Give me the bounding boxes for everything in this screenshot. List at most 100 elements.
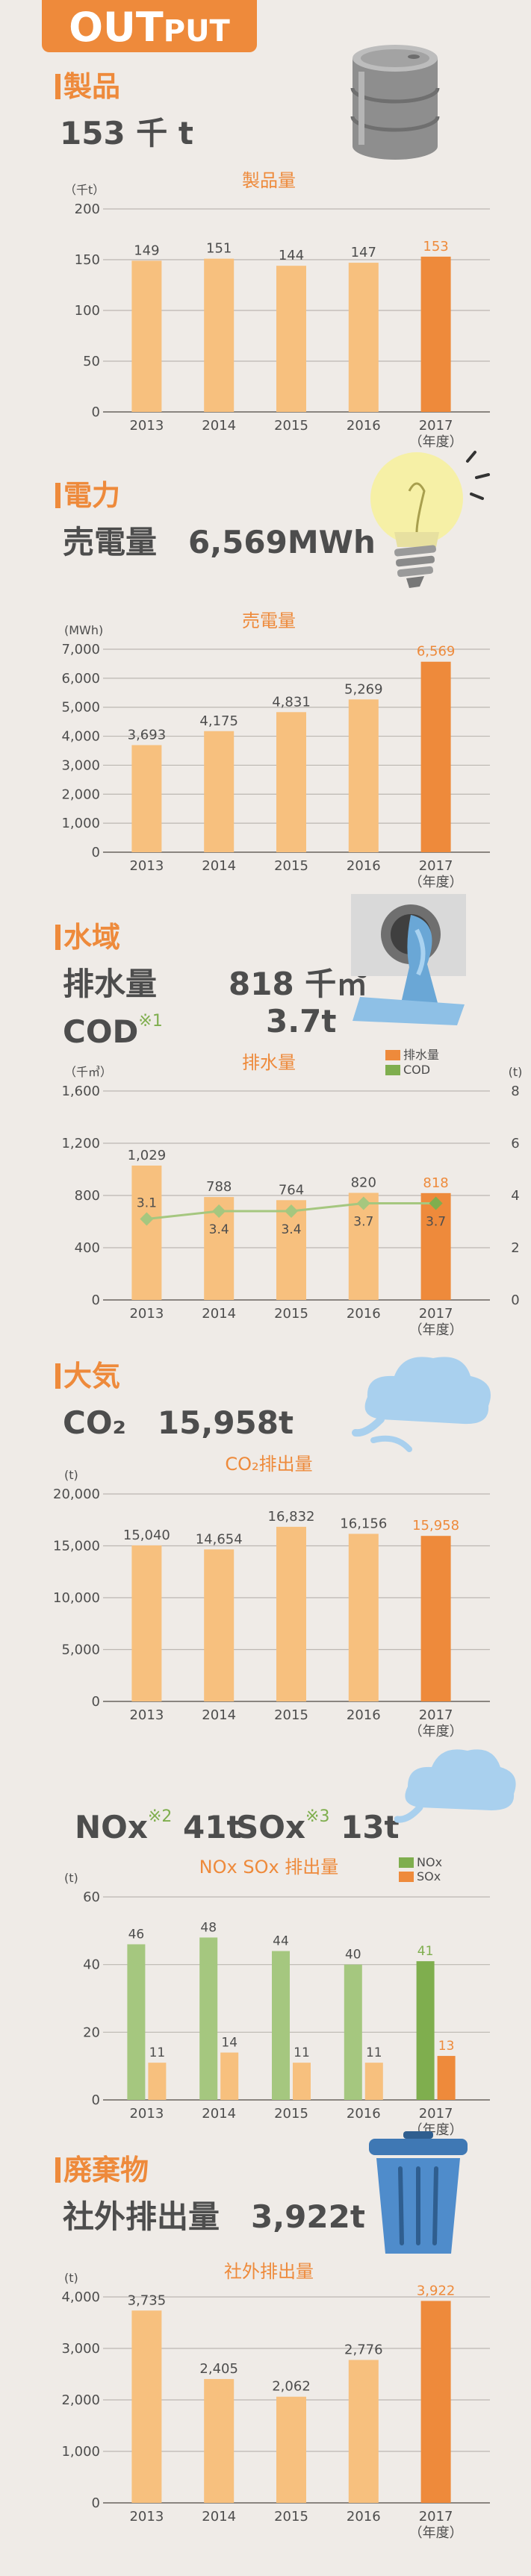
chart-title: 社外排出量 — [224, 2261, 314, 2282]
bar — [131, 1165, 162, 1300]
oil-drum-icon — [350, 45, 440, 160]
line-point — [356, 1196, 370, 1210]
waste-chart: 社外排出量 (t) 0 1,000 2,000 3,000 4,000 2013 2014 201… — [61, 2261, 490, 2541]
bar — [131, 260, 162, 412]
y2-tick-label: 6 — [511, 1136, 519, 1151]
bar — [276, 266, 306, 412]
data-label: 11 — [294, 2045, 310, 2060]
y-tick-label: 3,000 — [61, 2341, 100, 2357]
bar — [204, 731, 235, 852]
x-tick-label: 2016 — [347, 2106, 381, 2122]
x-tick-label: 2015 — [274, 2106, 308, 2122]
y-tick-label: 0 — [92, 845, 100, 860]
line-point — [429, 1196, 443, 1210]
products-summary-value: 153 千 t — [60, 115, 193, 151]
legend-item-nox: NOx — [399, 1855, 442, 1869]
line-data-label: 3.4 — [281, 1222, 301, 1237]
y-tick-label: 40 — [83, 1957, 100, 1973]
data-label: 48 — [200, 1920, 217, 1935]
y-tick-label: 0 — [92, 404, 100, 420]
x-tick-label: 2014 — [202, 858, 236, 874]
data-label: 44 — [273, 1934, 289, 1949]
drain-pipe-icon — [351, 894, 466, 1025]
y-tick-label: 800 — [75, 1188, 100, 1204]
line-point — [212, 1204, 226, 1218]
data-label: 14 — [221, 2036, 237, 2051]
data-label: 3,693 — [128, 728, 167, 743]
output-badge — [42, 0, 257, 52]
x-axis-unit: （年度） — [409, 2525, 463, 2541]
bar — [131, 2310, 162, 2503]
x-tick-label: 2013 — [129, 1306, 164, 1322]
x-tick-label: 2013 — [129, 2106, 164, 2122]
waste-section-title: 廃棄物 — [55, 2154, 149, 2186]
data-label: 2,776 — [344, 2342, 383, 2357]
data-label: 46 — [128, 1927, 145, 1942]
x-tick-label: 2014 — [202, 2106, 236, 2122]
bar — [348, 699, 379, 852]
y-axis-unit: （千㎥） — [64, 1065, 112, 1079]
products-chart: 製品量 （千t） 0 50 100 150 200 2013 2014 2015 2016 2017（… — [64, 170, 490, 450]
x-tick-label: 2015 — [274, 1707, 308, 1723]
bar — [416, 1961, 435, 2100]
water-chart: 排水量 （千㎥） (t) 0 400 800 1,200 1,600 0 2 4 6 8 2013 2014… — [61, 1052, 522, 1338]
bar — [344, 1964, 362, 2100]
bar — [276, 712, 306, 852]
bar — [420, 1192, 451, 1300]
y-tick-label: 20 — [83, 2025, 100, 2040]
cloud-icon-small — [394, 1749, 516, 1823]
y-tick-label: 5,000 — [61, 700, 100, 716]
water-cod-value: 3.7t — [266, 1003, 337, 1040]
x-tick-label: 2016 — [347, 2509, 381, 2525]
y-tick-label: 0 — [92, 1694, 100, 1710]
data-label: 149 — [134, 243, 159, 258]
x-tick-label: 2015 — [274, 2509, 308, 2525]
data-label: 14,654 — [196, 1531, 243, 1547]
data-label: 2,405 — [199, 2361, 238, 2377]
bar — [364, 2063, 383, 2100]
data-label: 6,569 — [417, 644, 456, 660]
data-label: 153 — [423, 239, 448, 254]
data-label: 144 — [279, 248, 304, 263]
chart-title: 排水量 — [242, 1052, 296, 1073]
x-tick-label: 2014 — [202, 2509, 236, 2525]
y-tick-label: 0 — [92, 2092, 100, 2108]
nox-sox-chart: NOx SOx 排出量 (t) 0 20 40 60 2013 2014 2015 2016 201… — [64, 1857, 490, 2138]
air-co2-value: CO₂ 15,958t — [63, 1404, 294, 1441]
bar — [420, 256, 451, 412]
products-section-title: 製品 — [55, 70, 120, 103]
x-tick-label: 2014 — [202, 1707, 236, 1723]
power-chart: 売電量 (MWh) 0 1,000 2,000 3,000 4,000 5,000 6,000 7… — [61, 610, 490, 890]
x-axis-unit: （年度） — [409, 1322, 463, 1338]
bar — [199, 1937, 218, 2100]
y-tick-label: 1,200 — [61, 1136, 100, 1151]
line-data-label: 3.7 — [426, 1215, 446, 1230]
bar — [348, 2360, 379, 2503]
data-label: 15,040 — [123, 1528, 170, 1543]
nox-sox-legend: NOx SOx — [399, 1855, 442, 1883]
line-data-label: 3.1 — [137, 1196, 157, 1211]
y-tick-label: 1,000 — [61, 816, 100, 831]
output-heading: OUTPUT — [69, 4, 230, 51]
x-tick-label: 2017 — [419, 418, 453, 434]
y2-tick-label: 0 — [511, 1292, 519, 1308]
data-label: 16,832 — [268, 1509, 315, 1525]
data-label: 1,029 — [128, 1148, 167, 1163]
x-tick-label: 2015 — [274, 1306, 308, 1322]
bar — [148, 2063, 167, 2100]
x-tick-label: 2015 — [274, 858, 308, 874]
data-label: 147 — [351, 245, 376, 260]
data-label: 16,156 — [340, 1516, 387, 1531]
x-axis-unit: （年度） — [409, 1724, 463, 1739]
y2-tick-label: 2 — [511, 1240, 519, 1256]
data-label: 818 — [423, 1175, 448, 1191]
power-summary-value: 売電量 6,569MWh — [63, 524, 376, 560]
air-section-title: 大気 — [55, 1360, 120, 1392]
bar — [204, 2379, 235, 2503]
bar — [293, 2063, 311, 2100]
y2-tick-label: 8 — [511, 1084, 519, 1099]
y-tick-label: 20,000 — [53, 1486, 100, 1502]
chart-title: 製品量 — [242, 170, 296, 191]
data-label: 820 — [351, 1175, 376, 1191]
x-tick-label: 2013 — [129, 2509, 164, 2525]
